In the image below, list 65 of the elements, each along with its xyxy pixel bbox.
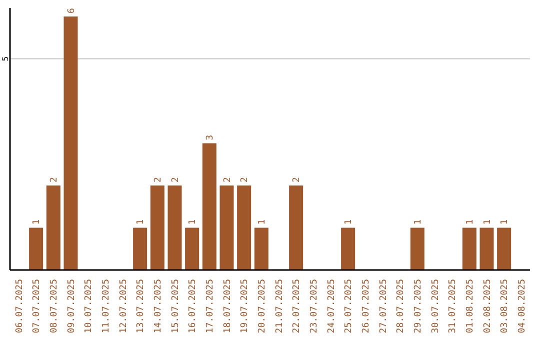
data-label: 1	[500, 219, 510, 225]
x-tick-label: 18.07.2025	[222, 279, 233, 334]
x-tick-label: 16.07.2025	[188, 279, 198, 334]
data-label: 2	[50, 177, 60, 182]
bar	[480, 228, 494, 270]
x-tick-label: 25.07.2025	[344, 279, 354, 334]
bar	[168, 185, 182, 270]
data-label: 3	[206, 134, 216, 140]
x-tick-label: 20.07.2025	[257, 279, 268, 334]
y-tick-label: 5	[0, 56, 10, 62]
x-tick-label: 22.07.2025	[292, 279, 302, 334]
data-label: 2	[292, 177, 302, 182]
x-tick-label: 28.07.2025	[396, 279, 406, 334]
bar	[497, 228, 512, 270]
data-label: 2	[240, 177, 250, 182]
bar	[150, 185, 164, 270]
x-tick-label: 11.07.2025	[101, 279, 112, 334]
bar	[341, 228, 356, 270]
x-tick-label: 07.07.2025	[32, 279, 42, 334]
data-label: 2	[170, 177, 181, 182]
bar	[410, 228, 424, 270]
x-tick-label: 17.07.2025	[205, 279, 216, 334]
x-tick-label: 01.08.2025	[465, 279, 476, 334]
data-label: 6	[66, 8, 77, 14]
bar	[254, 228, 268, 270]
x-tick-label: 15.07.2025	[170, 279, 181, 334]
bar	[64, 16, 78, 270]
data-label: 2	[154, 177, 164, 182]
bar	[220, 185, 234, 270]
x-tick-label: 02.08.2025	[482, 279, 493, 334]
data-label: 1	[32, 219, 42, 225]
x-tick-label: 29.07.2025	[413, 279, 424, 334]
data-label: 1	[482, 219, 493, 225]
bar	[46, 185, 60, 270]
data-label: 1	[414, 219, 424, 225]
bar	[202, 143, 216, 270]
x-tick-label: 03.08.2025	[500, 279, 510, 334]
bar	[29, 228, 44, 270]
x-tick-label: 09.07.2025	[66, 279, 77, 334]
x-tick-label: 08.07.2025	[49, 279, 60, 334]
data-label: 1	[466, 219, 476, 225]
x-tick-label: 24.07.2025	[326, 279, 337, 334]
x-tick-label: 21.07.2025	[274, 279, 285, 334]
data-label: 1	[188, 219, 198, 225]
bar	[462, 228, 476, 270]
x-tick-label: 13.07.2025	[136, 279, 146, 334]
x-tick-label: 14.07.2025	[153, 279, 164, 334]
data-label: 1	[258, 219, 268, 225]
data-label: 2	[222, 177, 233, 182]
x-tick-label: 27.07.2025	[378, 279, 389, 334]
x-tick-label: 10.07.2025	[84, 279, 94, 334]
x-tick-label: 04.08.2025	[517, 279, 528, 334]
bar	[237, 185, 252, 270]
x-tick-label: 30.07.2025	[430, 279, 441, 334]
bar	[289, 185, 304, 270]
bar	[133, 228, 148, 270]
x-tick-label: 12.07.2025	[118, 279, 129, 334]
data-label: 1	[136, 219, 146, 225]
data-label: 1	[344, 219, 354, 225]
x-tick-label: 06.07.2025	[14, 279, 25, 334]
x-tick-label: 23.07.2025	[309, 279, 320, 334]
x-tick-label: 26.07.2025	[361, 279, 372, 334]
bar	[185, 228, 200, 270]
x-tick-label: 31.07.2025	[448, 279, 458, 334]
x-tick-label: 19.07.2025	[240, 279, 250, 334]
